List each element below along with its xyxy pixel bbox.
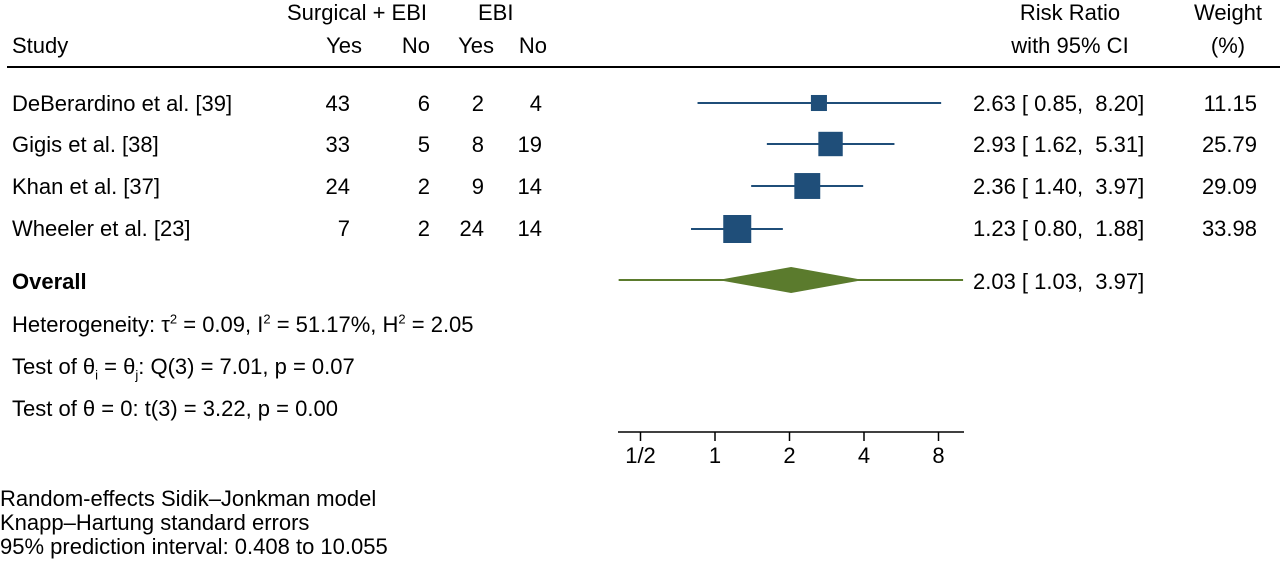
- no2-cell: 14: [517, 216, 542, 241]
- study-name: Khan et al. [37]: [12, 174, 160, 199]
- x-tick-label: 8: [932, 443, 944, 468]
- yes2-cell: 24: [459, 216, 484, 241]
- test1-sub: j: [135, 367, 139, 383]
- test-theta-zero: Test of θ = 0: t(3) = 3.22, p = 0.00: [12, 396, 338, 421]
- study-name: DeBerardino et al. [39]: [12, 91, 233, 116]
- header-no2: No: [518, 33, 547, 58]
- no2-cell: 19: [517, 132, 542, 157]
- weight-cell: 33.98: [1201, 216, 1257, 241]
- x-axis: 1/2 1 2 4 8: [618, 431, 964, 468]
- heterogeneity-text: Heterogeneity: τ2 = 0.09, I2 = 51.17%, H…: [12, 312, 474, 338]
- ci-cell: 1.23 [ 0.80, 1.88]: [973, 216, 1145, 241]
- header-yes2: Yes: [458, 33, 494, 58]
- study-marker: [818, 131, 843, 157]
- ci-cell: 2.63 [ 0.85, 8.20]: [973, 91, 1145, 116]
- header-rr-line2: with 95% CI: [1011, 33, 1129, 58]
- x-tick-label: 1/2: [625, 443, 656, 468]
- test1-sub: i: [95, 367, 99, 383]
- yes1-cell: 43: [325, 91, 350, 116]
- study-name: Gigis et al. [38]: [12, 132, 159, 157]
- test1-part: = θ: [98, 354, 136, 379]
- yes2-cell: 8: [471, 132, 484, 157]
- overall-diamond: [718, 267, 864, 293]
- no1-cell: 5: [417, 132, 430, 157]
- header-yes1: Yes: [326, 33, 362, 58]
- het-part: Heterogeneity: τ: [12, 312, 170, 337]
- x-tick-label: 1: [709, 443, 721, 468]
- footnote: 95% prediction interval: 0.408 to 10.055: [0, 534, 388, 559]
- weight-cell: 25.79: [1201, 132, 1257, 157]
- het-sup: 2: [169, 311, 178, 327]
- yes1-cell: 24: [325, 174, 350, 199]
- footnote: Knapp–Hartung standard errors: [0, 510, 310, 535]
- no2-cell: 14: [517, 174, 542, 199]
- het-part: = 0.09, I: [177, 312, 264, 337]
- x-tick-label: 4: [858, 443, 870, 468]
- het-sup: 2: [263, 311, 271, 327]
- x-tick-label: 2: [783, 443, 795, 468]
- header-rr-line1: Risk Ratio: [1019, 0, 1121, 25]
- no2-cell: 4: [529, 91, 542, 116]
- header-study: Study: [12, 33, 69, 58]
- het-part: = 2.05: [405, 312, 474, 337]
- test1-part: : Q(3) = 7.01, p = 0.07: [138, 354, 355, 379]
- overall-ci: 2.03 [ 1.03, 3.97]: [973, 269, 1145, 294]
- header-group1: Surgical + EBI: [287, 0, 428, 25]
- no1-cell: 2: [417, 216, 430, 241]
- ci-cell: 2.93 [ 1.62, 5.31]: [973, 132, 1145, 157]
- study-marker: [723, 215, 752, 243]
- header-group2: EBI: [478, 0, 514, 25]
- study-marker: [794, 173, 821, 199]
- weight-cell: 11.15: [1203, 91, 1257, 116]
- footnote: Random-effects Sidik–Jonkman model: [0, 486, 377, 511]
- header-weight-line2: (%): [1210, 33, 1246, 58]
- het-sup: 2: [398, 311, 406, 327]
- test-theta-i-j: Test of θi = θj: Q(3) = 7.01, p = 0.07: [12, 354, 355, 383]
- plot-marks: [618, 94, 964, 293]
- yes1-cell: 7: [337, 216, 350, 241]
- yes2-cell: 2: [471, 91, 484, 116]
- yes2-cell: 9: [471, 174, 484, 199]
- study-name: Wheeler et al. [23]: [12, 216, 191, 241]
- no1-cell: 2: [417, 174, 430, 199]
- ci-cell: 2.36 [ 1.40, 3.97]: [973, 174, 1145, 199]
- het-part: = 51.17%, H: [270, 312, 399, 337]
- header-weight-line1: Weight: [1193, 0, 1263, 25]
- header-rule: [7, 66, 1280, 68]
- test1-part: Test of θ: [12, 354, 96, 379]
- no1-cell: 6: [417, 91, 430, 116]
- weight-cell: 29.09: [1201, 174, 1257, 199]
- overall-label: Overall: [12, 269, 87, 294]
- yes1-cell: 33: [325, 132, 350, 157]
- study-marker: [810, 94, 827, 112]
- header-no1: No: [401, 33, 430, 58]
